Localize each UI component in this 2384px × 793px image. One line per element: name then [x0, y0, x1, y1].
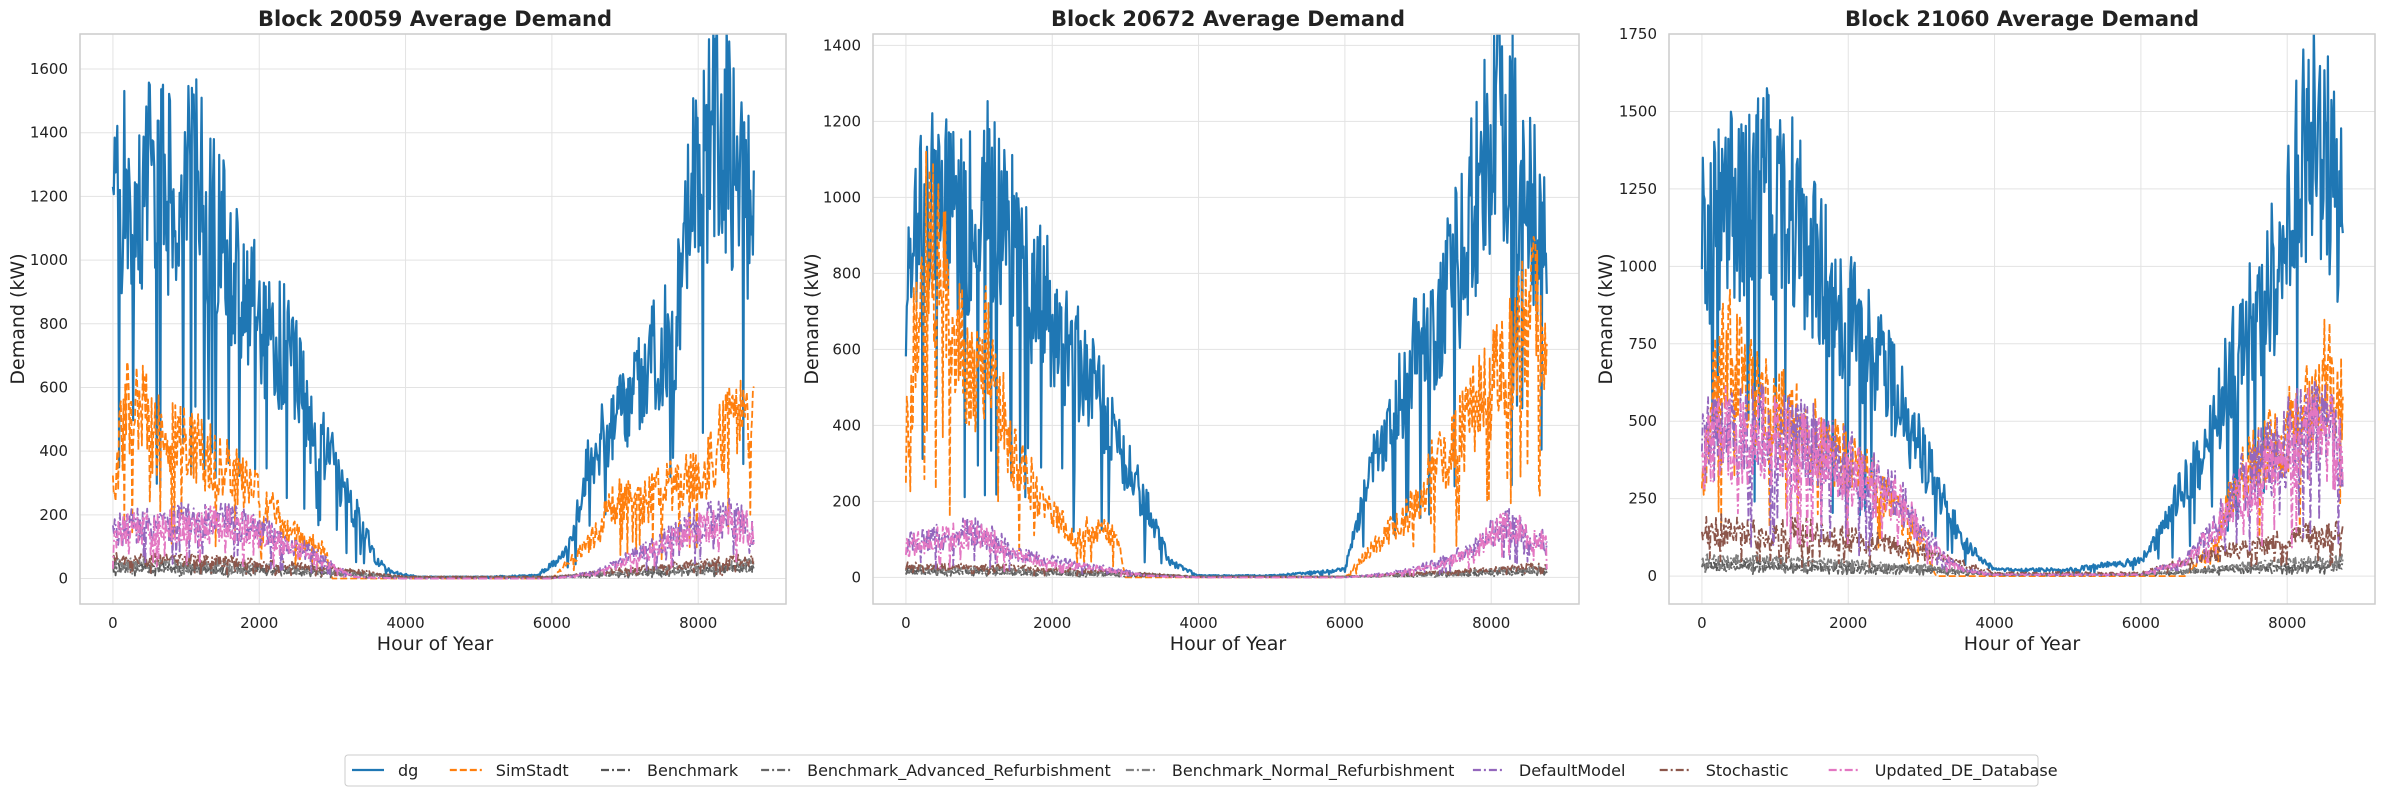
y-tick-label: 500 — [1628, 412, 1657, 430]
x-tick-label: 0 — [901, 614, 911, 632]
panel-3-title: Block 21060 Average Demand — [1845, 7, 2199, 31]
y-tick-label: 1200 — [30, 187, 68, 205]
y-tick-label: 1200 — [823, 112, 861, 130]
x-tick-label: 6000 — [2122, 614, 2160, 632]
y-tick-label: 400 — [39, 442, 68, 460]
legend-label: dg — [398, 761, 418, 780]
panel-3-xlabel: Hour of Year — [1964, 633, 2081, 655]
x-tick-label: 4000 — [386, 614, 424, 632]
x-tick-label: 0 — [108, 614, 118, 632]
x-tick-label: 4000 — [1179, 614, 1217, 632]
series-line-updated-de-database — [112, 503, 755, 580]
legend-label: Stochastic — [1706, 761, 1789, 780]
y-tick-label: 0 — [58, 570, 68, 588]
y-tick-label: 1250 — [1619, 180, 1657, 198]
legend-label: Benchmark_Advanced_Refurbishment — [807, 761, 1111, 781]
axes-frame — [79, 33, 787, 605]
x-tick-label: 8000 — [2268, 614, 2306, 632]
y-tick-label: 1000 — [1619, 257, 1657, 275]
panel-2-xlabel: Hour of Year — [1170, 633, 1287, 655]
panel-3-ylabel: Demand (kW) — [1595, 253, 1617, 384]
series-group — [904, 34, 1548, 579]
y-tick-label: 1400 — [823, 36, 861, 54]
axes-frame — [872, 33, 1580, 605]
legend-frame — [344, 754, 2039, 787]
legend-item-updated-de-database: Updated_DE_Database — [1828, 761, 2058, 781]
legend-item-benchmark-normal-refurbishment: Benchmark_Normal_Refurbishment — [1125, 761, 1455, 781]
series-line-benchmark-advanced-refurbishment — [905, 569, 1548, 579]
y-tick-label: 200 — [832, 492, 861, 510]
legend-label: Updated_DE_Database — [1875, 761, 2058, 781]
legend-item-simstadt: SimStadt — [449, 761, 569, 780]
x-tick-label: 4000 — [1975, 614, 2013, 632]
series-group — [1700, 34, 2344, 577]
series-line-updated-de-database — [1701, 385, 2344, 577]
legend: dg SimStadt Benchmark Benchmark_Advanced_Re… — [344, 754, 2058, 787]
x-tick-label: 2000 — [1033, 614, 1071, 632]
y-tick-label: 200 — [39, 506, 68, 524]
y-tick-label: 800 — [39, 315, 68, 333]
axes-frame — [1668, 33, 2376, 605]
panel-2-plot-area: 0 2000 4000 6000 8000 0 200 400 600 800 1000 1200 14… — [823, 33, 1580, 632]
x-tick-label: 6000 — [533, 614, 571, 632]
panel-2: Block 20672 Average Demand Hour of Year … — [801, 7, 1580, 655]
panel-1-title: Block 20059 Average Demand — [258, 7, 612, 31]
x-tick-label: 2000 — [1829, 614, 1867, 632]
series-line-updated-de-database — [905, 511, 1548, 579]
y-tick-label: 1750 — [1619, 25, 1657, 43]
panel-1-ylabel: Demand (kW) — [7, 253, 29, 384]
series-line-dg — [904, 34, 1548, 578]
series-line-benchmark-advanced-refurbishment — [112, 565, 755, 580]
legend-label: DefaultModel — [1519, 761, 1626, 780]
x-tick-label: 8000 — [1472, 614, 1510, 632]
x-tick-label: 0 — [1697, 614, 1707, 632]
series-group — [111, 34, 755, 580]
panel-2-title: Block 20672 Average Demand — [1051, 7, 1405, 31]
y-tick-label: 1000 — [30, 251, 68, 269]
y-tick-label: 800 — [832, 264, 861, 282]
y-tick-label: 750 — [1628, 335, 1657, 353]
legend-label: Benchmark_Normal_Refurbishment — [1172, 761, 1455, 781]
x-tick-label: 2000 — [240, 614, 278, 632]
panel-1: Block 20059 Average Demand Hour of Year … — [7, 7, 787, 655]
panel-3: Block 21060 Average Demand Hour of Year … — [1595, 7, 2376, 655]
y-tick-label: 400 — [832, 416, 861, 434]
y-tick-label: 1000 — [823, 188, 861, 206]
y-tick-label: 600 — [832, 340, 861, 358]
y-tick-label: 1500 — [1619, 102, 1657, 120]
legend-label: Benchmark — [647, 761, 739, 780]
y-tick-label: 0 — [851, 568, 861, 586]
panel-1-plot-area: 0 2000 4000 6000 8000 0 200 400 600 800 1000 1200 14… — [30, 33, 787, 632]
panel-3-plot-area: 0 2000 4000 6000 8000 0 250 500 750 1000 1250 1500 1… — [1619, 25, 2376, 632]
series-line-stochastic — [1701, 513, 2344, 577]
y-tick-label: 600 — [39, 378, 68, 396]
y-tick-label: 0 — [1647, 567, 1657, 585]
y-tick-label: 250 — [1628, 490, 1657, 508]
panel-2-ylabel: Demand (kW) — [801, 253, 823, 384]
x-tick-label: 6000 — [1326, 614, 1364, 632]
legend-item-benchmark: Benchmark — [601, 761, 739, 780]
panel-1-xlabel: Hour of Year — [377, 633, 494, 655]
x-tick-label: 8000 — [679, 614, 717, 632]
legend-item-stochastic: Stochastic — [1659, 761, 1789, 780]
y-tick-label: 1400 — [30, 124, 68, 142]
legend-item-defaultmodel: DefaultModel — [1472, 761, 1626, 780]
legend-label: SimStadt — [496, 761, 569, 780]
series-line-benchmark-normal-refurbishment — [905, 564, 1548, 579]
y-tick-label: 1600 — [30, 60, 68, 78]
legend-item-dg: dg — [352, 761, 418, 780]
legend-item-benchmark-advanced-refurbishment: Benchmark_Advanced_Refurbishment — [761, 761, 1111, 781]
